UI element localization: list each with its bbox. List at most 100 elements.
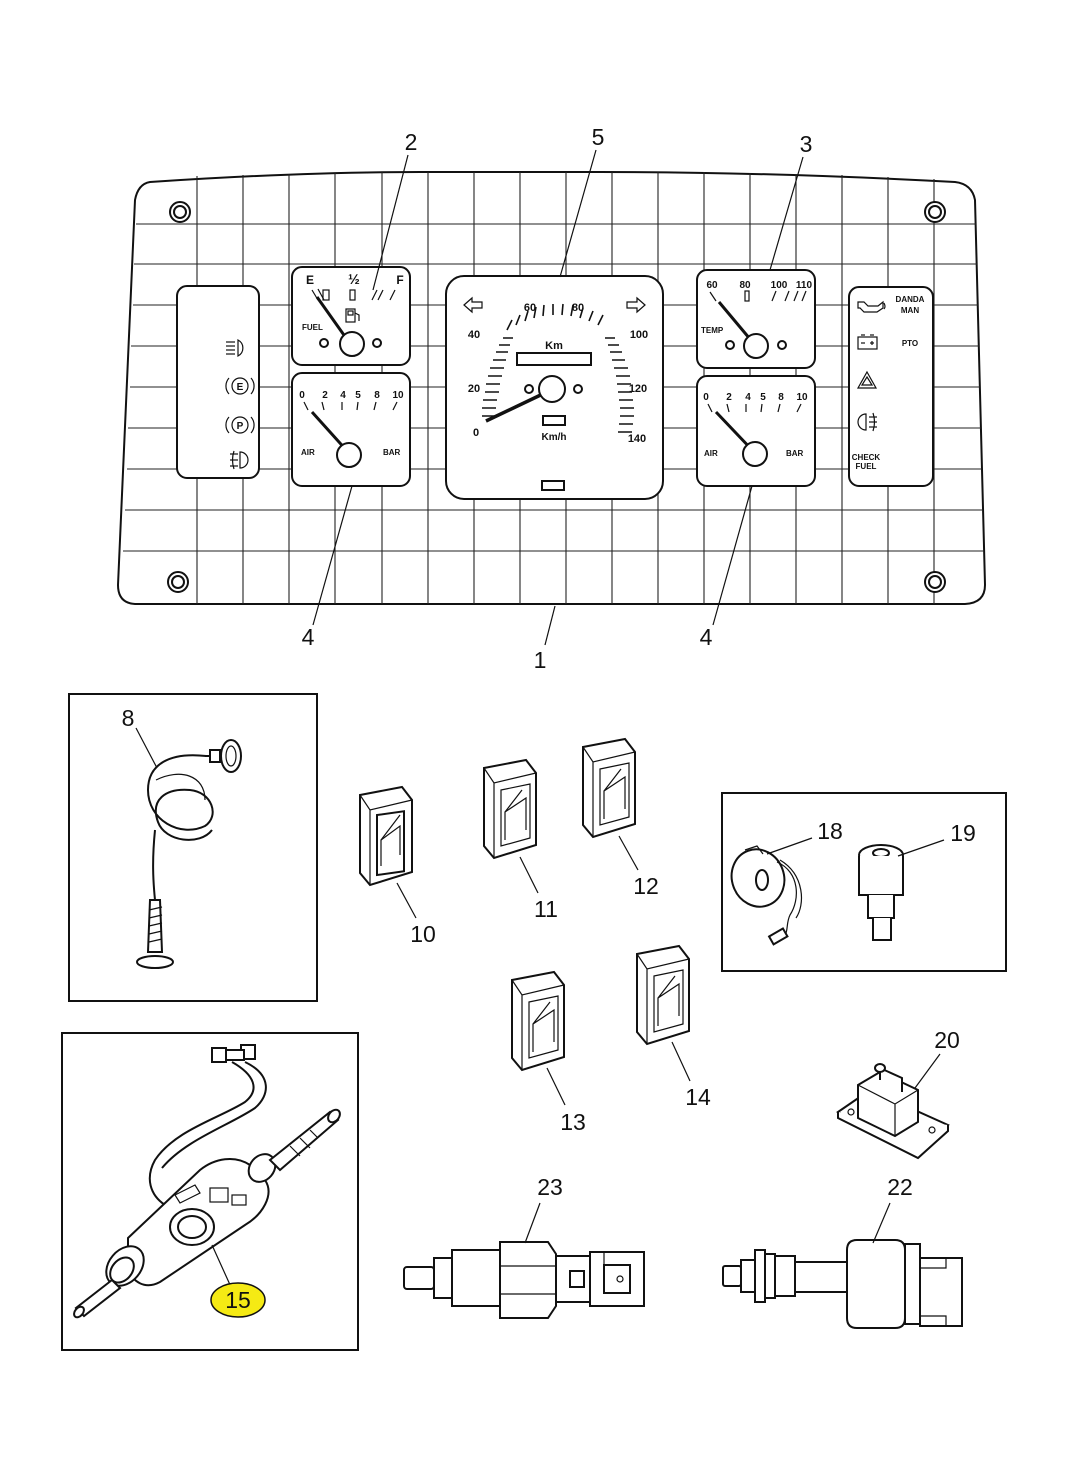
battery-icon xyxy=(857,334,878,350)
air-label: AIR xyxy=(704,449,718,458)
fuel-full-label: F xyxy=(396,273,403,287)
air-tick-label: 5 xyxy=(760,392,766,403)
mounting-hole xyxy=(924,201,946,223)
rear-fog-icon xyxy=(230,450,249,470)
check-fuel-label: FUEL xyxy=(856,462,877,471)
air-tick-label: 10 xyxy=(392,390,404,401)
temp-tick-label: 80 xyxy=(739,280,751,291)
speedo-label: 120 xyxy=(629,383,647,395)
part-8-box xyxy=(68,693,318,1002)
air-tick-label: 2 xyxy=(322,390,328,401)
speedometer: 0 20 40 60 80 100 120 140 Km Km/h xyxy=(445,275,664,500)
fuel-gauge: E ½ F FUEL xyxy=(291,266,411,366)
fuel-pump-icon xyxy=(345,308,360,323)
parking-brake-icon: P xyxy=(225,416,255,434)
callout-22: 22 xyxy=(887,1174,913,1200)
mounting-hole xyxy=(924,571,946,593)
right-turn-indicator-icon xyxy=(626,296,646,314)
speedo-label: 100 xyxy=(630,329,648,341)
odometer-display xyxy=(516,352,592,366)
instrument-panel: E P E ½ F FUEL xyxy=(116,171,987,605)
sensor-19 xyxy=(858,844,904,941)
warning-triangle-icon xyxy=(856,370,878,389)
headlight-icon xyxy=(226,339,244,357)
danda-label: DANDA xyxy=(896,295,925,304)
air-tick-label: 2 xyxy=(726,392,732,403)
callout-15: 15 xyxy=(225,1287,251,1313)
rocker-switch-13 xyxy=(511,970,565,1072)
dashboard-leaders xyxy=(312,149,804,646)
man-label: MAN xyxy=(901,306,919,315)
temp-tick-label: 60 xyxy=(706,280,718,291)
left-turn-indicator-icon xyxy=(463,296,483,314)
callout-8: 8 xyxy=(122,705,135,731)
sender-cable xyxy=(136,739,242,969)
rocker-switch-12 xyxy=(582,737,636,839)
mounting-hole xyxy=(167,571,189,593)
callout-23: 23 xyxy=(537,1174,563,1200)
callout-19: 19 xyxy=(950,820,976,846)
callout-18: 18 xyxy=(817,818,843,844)
pressure-switch-23 xyxy=(403,1241,645,1319)
speedo-label: 80 xyxy=(572,302,584,314)
air-tick-label: 0 xyxy=(703,392,709,403)
callout-11: 11 xyxy=(534,896,558,922)
rocker-switch-11 xyxy=(483,758,537,860)
part-15-box xyxy=(61,1032,359,1351)
temperature-gauge: 60 80 100 110 TEMP xyxy=(696,269,816,369)
air-tick-label: 0 xyxy=(299,390,305,401)
callout-12: 12 xyxy=(633,873,659,899)
mounting-hole xyxy=(169,201,191,223)
odometer-label: Km xyxy=(545,340,563,352)
check-label: CHECK xyxy=(852,453,881,462)
air-tick-label: 4 xyxy=(340,390,346,401)
air-pressure-gauge-left: 0 2 4 5 8 10 AIR BAR xyxy=(291,372,411,487)
callout-13: 13 xyxy=(560,1109,586,1135)
callout-15-highlight xyxy=(210,1282,266,1318)
air-tick-label: 8 xyxy=(374,390,380,401)
oil-pressure-icon xyxy=(857,300,886,313)
combination-switch xyxy=(73,1044,341,1319)
speedo-label: 60 xyxy=(524,302,536,314)
bar-label: BAR xyxy=(786,449,804,458)
air-tick-label: 8 xyxy=(778,392,784,403)
exhaust-brake-icon: E xyxy=(225,377,255,395)
left-indicator-panel: E P xyxy=(176,285,260,479)
fuel-half-label: ½ xyxy=(348,271,360,287)
speedo-tick-marks xyxy=(482,303,634,433)
speedo-label: 40 xyxy=(468,329,480,341)
callout-1: 1 xyxy=(534,647,547,673)
callout-5: 5 xyxy=(592,124,605,150)
air-label: AIR xyxy=(301,448,315,457)
temp-tick-label: 110 xyxy=(796,280,813,291)
air-tick-label: 5 xyxy=(355,390,361,401)
sensor-ring-18 xyxy=(730,845,803,946)
callout-10: 10 xyxy=(410,921,436,947)
temp-label: TEMP xyxy=(701,326,724,335)
temp-tick-label: 100 xyxy=(771,280,788,291)
callout-3: 3 xyxy=(800,131,813,157)
speedo-label: 140 xyxy=(628,433,646,445)
air-tick-label: 10 xyxy=(796,392,808,403)
right-indicator-panel: DANDA MAN PTO CHECK FUEL xyxy=(848,286,934,487)
fuel-label: FUEL xyxy=(302,323,323,332)
switch-20 xyxy=(836,1063,950,1160)
pressure-switch-22 xyxy=(722,1239,963,1329)
part-18-19-box xyxy=(721,792,1007,972)
rocker-switch-14 xyxy=(636,944,690,1046)
fuel-empty-label: E xyxy=(306,273,314,287)
rocker-switch-10 xyxy=(359,785,413,887)
front-fog-icon xyxy=(857,412,877,432)
air-tick-label: 4 xyxy=(745,392,751,403)
svg-text:E: E xyxy=(237,382,244,393)
svg-text:P: P xyxy=(237,421,244,432)
speedo-label: 20 xyxy=(468,383,480,395)
bar-label: BAR xyxy=(383,448,401,457)
air-pressure-gauge-right: 0 2 4 5 8 10 AIR BAR xyxy=(696,375,816,487)
callout-4-right: 4 xyxy=(700,624,713,650)
speedo-label: 0 xyxy=(473,427,479,439)
callout-4-left: 4 xyxy=(302,624,315,650)
pto-label: PTO xyxy=(902,339,918,348)
speed-unit-label: Km/h xyxy=(542,432,567,443)
